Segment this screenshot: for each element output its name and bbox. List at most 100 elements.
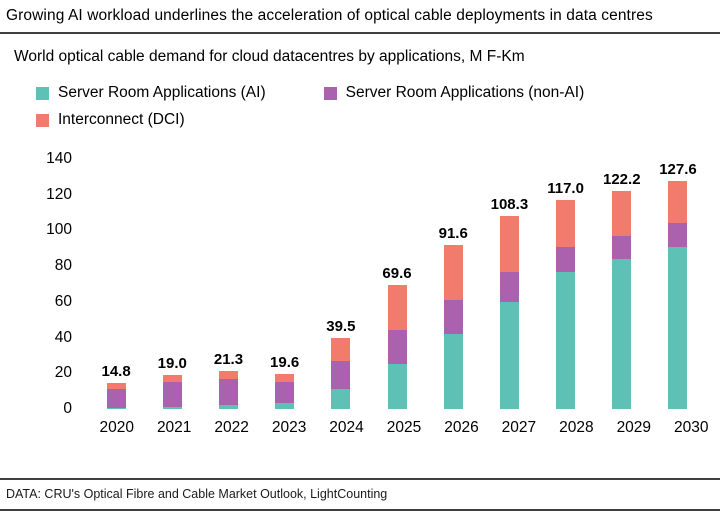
bar-segment [443, 300, 463, 334]
bar-segment [612, 235, 632, 259]
x-axis-label: 2021 [156, 419, 192, 436]
bar-total-label: 122.2 [603, 170, 641, 188]
bar-total-label: 117.0 [547, 180, 584, 198]
x-axis-label: 2025 [386, 419, 422, 436]
legend-item: Server Room Applications (non-AI) [323, 84, 585, 102]
y-axis-tick-label: 40 [54, 328, 72, 346]
bar-segment [387, 284, 407, 331]
bar-segment [668, 246, 688, 409]
x-axis-label: 2028 [559, 419, 594, 436]
legend-item: Server Room Applications (AI) [36, 84, 266, 102]
bar-total-label: 14.8 [101, 362, 131, 380]
bar-group: 14.8 [88, 159, 144, 409]
y-axis-tick-label: 120 [46, 185, 72, 203]
legend: Server Room Applications (AI) Server Room… [36, 84, 720, 129]
bar-group: 127.6 [650, 159, 706, 409]
bar-group: 19.0 [144, 159, 200, 409]
bar-group: 69.6 [369, 159, 425, 409]
bar-total-label: 19.6 [270, 354, 300, 372]
bar-segment [387, 330, 407, 365]
bar-stack [668, 181, 688, 409]
bar-segment [556, 200, 576, 247]
bar-stack [387, 284, 407, 409]
x-axis-label: 2024 [329, 419, 364, 436]
bar-total-label: 21.3 [213, 350, 244, 368]
x-axis-label: 2020 [99, 419, 134, 436]
bar-stack [106, 382, 126, 409]
bar-stack [499, 215, 519, 409]
source-note: DATA: CRU's Optical Fibre and Cable Mark… [0, 478, 720, 511]
x-axis: 2020 2021 2022 2023 2024 2025 2026 2027 2028 2029… [88, 419, 720, 437]
stacked-bar-chart: 0 20 40 60 80 100 120 140 14.8 19.0 21.3 19.6 39.5 6… [0, 150, 706, 417]
bar-segment [331, 338, 351, 361]
bar-total-label: 19.0 [157, 355, 187, 373]
bar-segment [556, 271, 576, 409]
bar-group: 117.0 [538, 159, 594, 409]
x-axis-label: 2022 [214, 419, 249, 436]
bar-segment [331, 360, 351, 390]
bar-segment [106, 389, 126, 409]
bar-segment [275, 402, 295, 409]
bar-segment [106, 382, 126, 390]
bar-stack [275, 374, 295, 409]
y-axis-tick-label: 0 [63, 400, 72, 417]
bar-stack [331, 338, 351, 409]
bar-group: 91.6 [425, 159, 481, 409]
bar-segment [387, 364, 407, 409]
legend-swatch-icon [36, 113, 49, 127]
bar-segment [612, 190, 632, 236]
bar-total-label: 108.3 [490, 195, 529, 213]
y-axis: 0 20 40 60 80 100 120 140 [0, 150, 78, 417]
legend-label: Server Room Applications (non-AI) [345, 84, 585, 101]
bar-group: 21.3 [200, 159, 256, 409]
bar-segment [218, 405, 238, 409]
x-axis-label: 2026 [444, 419, 479, 436]
bar-segment [275, 374, 295, 383]
legend-swatch-icon [36, 86, 49, 100]
bar-segment [106, 408, 126, 409]
legend-label: Interconnect (DCI) [58, 111, 185, 128]
bar-segment [162, 407, 182, 409]
bar-segment [331, 389, 351, 409]
bar-segment [499, 301, 519, 409]
bar-segment [162, 375, 182, 383]
bar-total-label: 69.6 [382, 264, 412, 282]
bar-segment [499, 271, 519, 302]
x-axis-label: 2023 [271, 419, 307, 436]
bar-segment [275, 382, 295, 403]
bar-stack [162, 375, 182, 409]
x-axis-label: 2029 [616, 419, 652, 436]
bar-group: 39.5 [313, 159, 369, 409]
bar-segment [612, 259, 632, 409]
bar-segment [443, 334, 463, 409]
bar-stack [612, 190, 632, 409]
y-axis-tick-label: 140 [46, 150, 72, 167]
bar-group: 19.6 [257, 159, 313, 409]
y-axis-tick-label: 20 [54, 364, 72, 382]
bar-group: 122.2 [594, 159, 650, 409]
bar-group: 108.3 [481, 159, 537, 409]
legend-label: Server Room Applications (AI) [58, 84, 266, 101]
bar-stack [556, 200, 576, 409]
bar-segment [499, 215, 519, 272]
bar-segment [668, 181, 688, 224]
bar-stack [218, 370, 238, 409]
bar-total-label: 127.6 [659, 161, 697, 179]
bar-segment [218, 370, 238, 379]
y-axis-tick-label: 100 [46, 221, 72, 239]
legend-item: Interconnect (DCI) [36, 111, 266, 129]
y-axis-tick-label: 80 [54, 257, 72, 275]
bar-stack [443, 245, 463, 409]
bar-segment [218, 378, 238, 406]
legend-swatch-icon [323, 86, 337, 100]
x-axis-label: 2027 [501, 419, 537, 436]
bar-segment [668, 223, 688, 247]
bar-segment [443, 245, 463, 301]
chart-subtitle: World optical cable demand for cloud dat… [14, 48, 525, 65]
bar-segment [556, 246, 576, 272]
plot: 14.8 19.0 21.3 19.6 39.5 69.6 91.6 108.3 117.0 12… [88, 159, 706, 409]
y-axis-tick-label: 60 [54, 292, 72, 310]
bar-segment [162, 382, 182, 408]
x-axis-label: 2030 [674, 419, 709, 436]
